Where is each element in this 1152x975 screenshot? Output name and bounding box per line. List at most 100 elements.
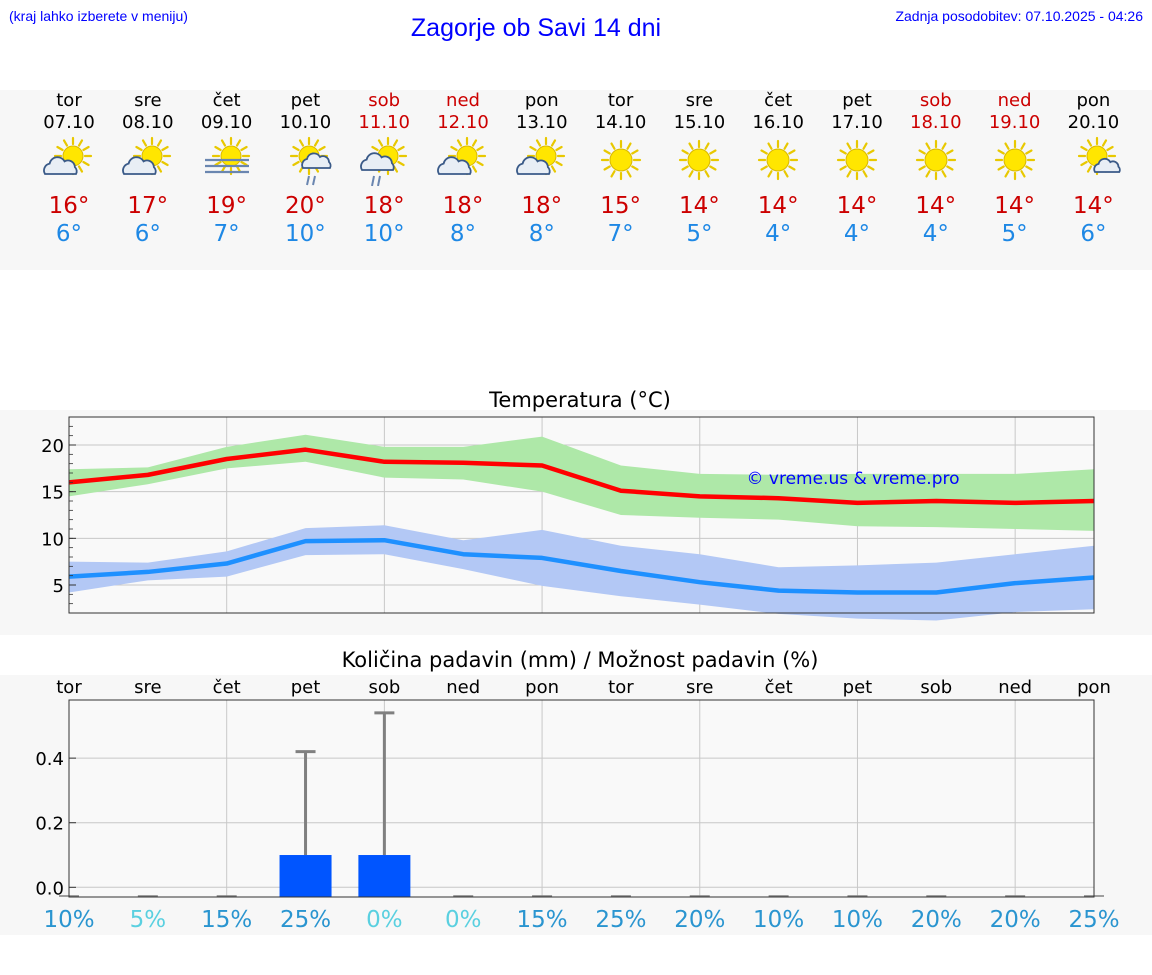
min-temperature: 6° — [134, 221, 161, 247]
location-hint: (kraj lahko izberete v meniju) — [9, 8, 188, 24]
min-temperature: 5° — [1001, 221, 1028, 247]
x-tick-label: sre — [134, 677, 161, 698]
max-temperature: 18° — [521, 193, 563, 219]
y-tick-label: 10 — [41, 529, 64, 550]
sun-cloud-icon — [515, 136, 565, 176]
temperature-chart-title: Temperatura (°C) — [489, 388, 671, 412]
precipitation-probability: 10% — [43, 907, 94, 933]
sun-cloud-rain-icon — [360, 136, 408, 186]
day-date: 10.10 — [279, 112, 332, 133]
sun-small-cloud-icon — [1078, 136, 1122, 176]
x-tick-label: pon — [1077, 677, 1111, 698]
min-temperature: 7° — [213, 221, 240, 247]
min-temperature: 4° — [765, 221, 792, 247]
sun-icon — [758, 139, 799, 181]
min-temperature: 8° — [528, 221, 555, 247]
y-tick-label: 0.0 — [35, 878, 64, 899]
day-date: 19.10 — [988, 112, 1041, 133]
day-date: 18.10 — [910, 112, 962, 133]
day-name: pon — [1076, 90, 1111, 111]
x-tick-label: sre — [686, 677, 713, 698]
forecast-day: čet 09.10 19° 7° — [187, 90, 267, 248]
min-temperature: 6° — [55, 221, 83, 247]
x-tick-label: pet — [291, 677, 321, 698]
day-name: sre — [134, 90, 162, 111]
x-tick-label: ned — [998, 677, 1032, 698]
x-tick-label: tor — [608, 677, 634, 698]
x-tick-label: ned — [446, 677, 480, 698]
min-temperature: 4° — [922, 221, 949, 247]
sun-icon — [836, 139, 878, 181]
precipitation-probability: 0% — [445, 907, 482, 933]
plot-area — [69, 700, 1094, 897]
day-date: 11.10 — [358, 112, 410, 133]
max-temperature: 18° — [363, 193, 405, 219]
forecast-day: pon 13.10 18° 8° — [502, 90, 582, 248]
day-name: čet — [212, 90, 241, 111]
watermark: © vreme.us & vreme.pro — [746, 469, 959, 489]
max-temperature: 14° — [836, 193, 878, 219]
precipitation-probability: 10% — [753, 907, 804, 933]
day-name: ned — [446, 90, 480, 111]
sun-rain-icon — [290, 136, 332, 186]
day-name: sob — [368, 90, 401, 111]
max-temperature: 16° — [48, 193, 90, 219]
max-temperature: 20° — [285, 193, 326, 219]
max-temperature: 14° — [915, 193, 957, 219]
day-name: sre — [685, 90, 714, 111]
day-date: 13.10 — [516, 112, 568, 133]
day-date: 09.10 — [200, 112, 253, 133]
min-temperature: 7° — [607, 221, 634, 247]
max-temperature: 14° — [757, 193, 799, 219]
y-tick-label: 0.4 — [35, 749, 64, 770]
precipitation-probability: 20% — [674, 907, 725, 933]
max-temperature: 15° — [600, 193, 641, 219]
forecast-day: čet 16.10 14° 4° — [738, 90, 818, 248]
x-tick-label: sob — [368, 677, 400, 698]
precipitation-probability: 5% — [130, 907, 167, 933]
day-name: pon — [524, 90, 559, 111]
day-name: tor — [607, 90, 634, 111]
day-date: 17.10 — [831, 112, 883, 133]
max-temperature: 18° — [442, 193, 484, 219]
forecast-panel — [0, 90, 1152, 270]
precipitation-probability: 10% — [832, 907, 883, 933]
day-name: tor — [56, 90, 82, 111]
sun-cloud-icon — [121, 136, 171, 176]
max-temperature: 14° — [679, 193, 720, 219]
forecast-day: ned 12.10 18° 8° — [423, 90, 503, 248]
precipitation-probability: 0% — [366, 907, 403, 933]
y-tick-label: 0.2 — [35, 814, 64, 835]
x-tick-label: tor — [56, 677, 82, 698]
min-temperature-band — [69, 525, 1094, 621]
plot-frame — [68, 416, 1095, 614]
x-tick-label: pon — [525, 677, 559, 698]
day-name: čet — [764, 90, 793, 111]
y-tick-label: 20 — [41, 436, 64, 457]
sun-cloud-icon — [43, 136, 93, 176]
precipitation-bar — [279, 855, 332, 897]
day-name: pet — [290, 90, 321, 111]
max-temperature: 14° — [1073, 193, 1114, 219]
max-temperature-line — [68, 447, 1095, 506]
forecast-day: pet 17.10 14° 4° — [817, 90, 897, 248]
sun-icon — [994, 139, 1035, 181]
forecast-day: sob 11.10 18° 10° — [344, 90, 424, 248]
min-temperature: 10° — [363, 221, 405, 247]
max-temperature: 14° — [994, 193, 1035, 219]
forecast-day: sre 08.10 17° 6° — [108, 90, 188, 248]
forecast-day: tor 07.10 16° 6° — [29, 90, 109, 248]
day-name: sob — [919, 90, 952, 111]
min-temperature: 5° — [686, 221, 713, 247]
precipitation-probability: 25% — [1068, 907, 1119, 933]
min-temperature: 8° — [449, 221, 477, 247]
precipitation-probability: 25% — [595, 907, 646, 933]
max-temperature: 17° — [127, 193, 169, 219]
x-tick-label: čet — [213, 677, 241, 698]
x-tick-label: sob — [920, 677, 952, 698]
forecast-day: tor 14.10 15° 7° — [581, 90, 661, 248]
precipitation-probability: 15% — [201, 907, 252, 933]
day-date: 07.10 — [43, 112, 95, 133]
min-temperature: 10° — [285, 221, 326, 247]
sun-fog-icon — [204, 136, 250, 176]
